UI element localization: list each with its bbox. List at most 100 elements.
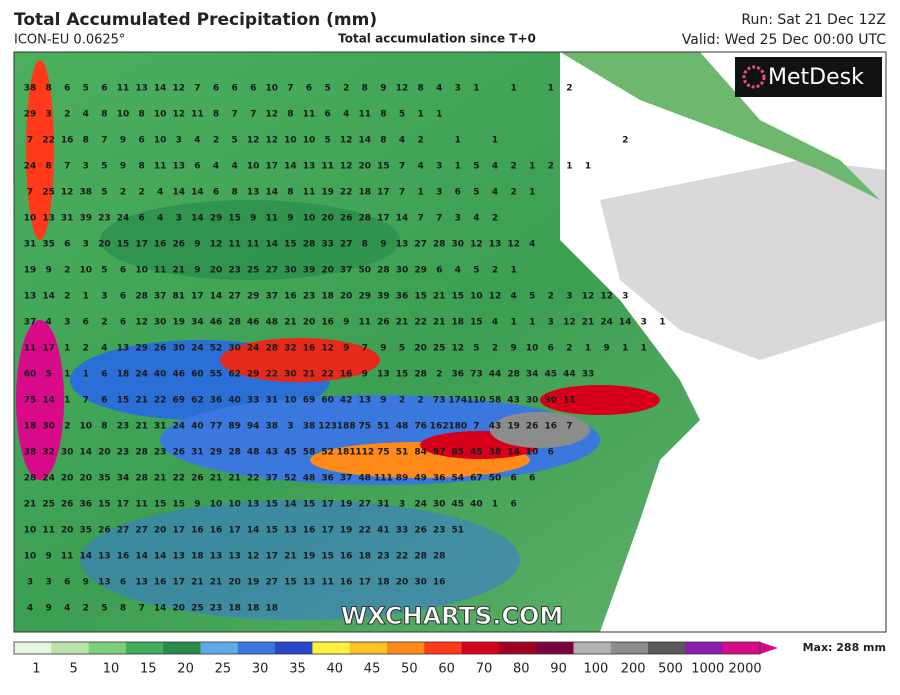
station-value: 2	[566, 84, 572, 94]
station-value: 3	[83, 240, 89, 250]
station-value: 6	[510, 500, 516, 510]
station-value: 28	[433, 552, 446, 562]
station-value: 81	[173, 292, 186, 302]
station-value: 2	[510, 188, 516, 198]
model: ICON-EU 0.0625°	[14, 33, 125, 48]
station-value: 7	[27, 136, 33, 146]
station-value: 1	[510, 266, 516, 276]
station-value: 7	[64, 162, 70, 172]
station-value: 14	[80, 552, 93, 562]
station-value: 22	[266, 370, 279, 380]
station-value: 34	[526, 370, 539, 380]
station-value: 33	[321, 240, 334, 250]
station-value: 28	[414, 552, 427, 562]
station-value: 1	[492, 500, 498, 510]
station-value: 18	[247, 604, 260, 614]
station-value: 14	[396, 214, 409, 224]
station-value: 17	[173, 578, 186, 588]
station-value: 58	[489, 396, 502, 406]
colorbar-segment	[685, 642, 724, 654]
colorbar-label: 500	[658, 662, 683, 677]
station-value: 89	[228, 422, 241, 432]
station-value: 5	[473, 162, 479, 172]
station-value: 5	[324, 84, 330, 94]
station-value: 15	[98, 500, 111, 510]
station-value: 22	[359, 526, 372, 536]
station-value: 9	[343, 318, 349, 328]
station-value: 11	[61, 552, 74, 562]
station-value: 30	[61, 448, 74, 458]
station-value: 77	[210, 422, 223, 432]
station-value: 9	[194, 240, 200, 250]
station-value: 31	[191, 448, 204, 458]
station-value: 2	[566, 344, 572, 354]
station-value: 1	[473, 84, 479, 94]
station-value: 6	[324, 110, 330, 120]
station-value: 4	[492, 318, 498, 328]
station-value: 24	[24, 162, 37, 172]
station-value: 36	[452, 370, 465, 380]
station-value: 89	[396, 474, 409, 484]
station-value: 40	[470, 500, 483, 510]
station-value: 38	[24, 448, 37, 458]
station-value: 1	[566, 162, 572, 172]
station-value: 48	[303, 474, 316, 484]
station-value: 30	[173, 344, 186, 354]
colorbar-segment	[648, 642, 686, 654]
station-value: 19	[507, 422, 520, 432]
station-value: 22	[396, 552, 409, 562]
station-value: 30	[284, 266, 297, 276]
station-value: 1	[510, 318, 516, 328]
station-value: 29	[24, 110, 37, 120]
station-value: 15	[266, 500, 279, 510]
station-value: 1	[83, 370, 89, 380]
station-value: 28	[266, 344, 279, 354]
station-value: 3	[622, 292, 628, 302]
station-value: 28	[359, 214, 372, 224]
station-value: 13	[24, 292, 37, 302]
station-value: 28	[433, 240, 446, 250]
station-value: 30	[414, 578, 427, 588]
station-value: 16	[154, 240, 167, 250]
station-value: 112	[355, 448, 374, 458]
station-value: 94	[247, 422, 260, 432]
station-value: 3	[64, 318, 70, 328]
station-value: 1	[641, 344, 647, 354]
valid: Valid: Wed 25 Dec 00:00 UTC	[682, 32, 886, 48]
station-value: 20	[359, 162, 372, 172]
station-value: 31	[266, 396, 279, 406]
station-value: 22	[414, 318, 427, 328]
station-value: 20	[98, 240, 111, 250]
station-value: 6	[436, 266, 442, 276]
station-value: 30	[396, 266, 409, 276]
station-value: 26	[154, 344, 167, 354]
station-value: 23	[303, 292, 316, 302]
colorbar-label: 5	[70, 662, 78, 677]
station-value: 15	[228, 214, 241, 224]
station-value: 6	[250, 84, 256, 94]
station-value: 30	[284, 370, 297, 380]
station-value: 20	[303, 318, 316, 328]
station-value: 7	[138, 604, 144, 614]
station-value: 31	[377, 500, 390, 510]
station-value: 24	[135, 370, 148, 380]
station-value: 11	[563, 396, 576, 406]
station-value: 7	[287, 84, 293, 94]
station-value: 14	[619, 318, 632, 328]
station-value: 20	[340, 292, 353, 302]
station-value: 17	[377, 188, 390, 198]
station-value: 16	[340, 552, 353, 562]
station-value: 3	[101, 292, 107, 302]
station-value: 20	[61, 526, 74, 536]
station-value: 34	[117, 474, 130, 484]
station-value: 12	[582, 292, 595, 302]
station-value: 76	[414, 422, 427, 432]
station-value: 6	[548, 448, 554, 458]
station-value: 7	[566, 422, 572, 432]
station-value: 37	[340, 474, 353, 484]
station-value: 46	[247, 318, 260, 328]
station-value: 8	[362, 84, 368, 94]
station-value: 6	[83, 318, 89, 328]
station-value: 21	[433, 292, 446, 302]
station-value: 21	[210, 578, 223, 588]
